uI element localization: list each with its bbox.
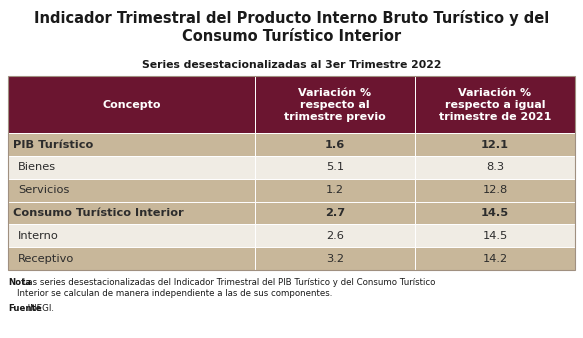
- Bar: [255, 179, 415, 201]
- Bar: [255, 201, 415, 224]
- Text: 8.3: 8.3: [486, 163, 504, 172]
- Bar: [8, 133, 255, 156]
- Bar: [415, 76, 575, 133]
- Text: Consumo Turístico Interior: Consumo Turístico Interior: [13, 208, 184, 218]
- Text: 2.6: 2.6: [326, 231, 344, 241]
- Text: Concepto: Concepto: [102, 100, 160, 110]
- Text: 14.2: 14.2: [483, 254, 508, 264]
- Text: : INEGI.: : INEGI.: [22, 304, 54, 313]
- Text: 3.2: 3.2: [326, 254, 344, 264]
- Text: Variación %
respecto a igual
trimestre de 2021: Variación % respecto a igual trimestre d…: [439, 88, 552, 122]
- Bar: [255, 76, 415, 133]
- Bar: [415, 179, 575, 201]
- Bar: [255, 224, 415, 247]
- Text: 1.6: 1.6: [325, 140, 345, 150]
- Bar: [8, 76, 575, 270]
- Bar: [8, 179, 255, 201]
- Bar: [8, 201, 255, 224]
- Bar: [415, 133, 575, 156]
- Bar: [255, 156, 415, 179]
- Text: Interno: Interno: [18, 231, 59, 241]
- Text: Bienes: Bienes: [18, 163, 56, 172]
- Text: Series desestacionalizadas al 3er Trimestre 2022: Series desestacionalizadas al 3er Trimes…: [142, 60, 441, 70]
- Bar: [415, 247, 575, 270]
- Text: 12.8: 12.8: [482, 185, 508, 195]
- Text: 1.2: 1.2: [326, 185, 344, 195]
- Text: Variación %
respecto al
trimestre previo: Variación % respecto al trimestre previo: [284, 88, 386, 122]
- Text: Fuente: Fuente: [8, 304, 41, 313]
- Text: 2.7: 2.7: [325, 208, 345, 218]
- Bar: [8, 156, 255, 179]
- Bar: [415, 224, 575, 247]
- Text: Receptivo: Receptivo: [18, 254, 75, 264]
- Text: PIB Turístico: PIB Turístico: [13, 140, 93, 150]
- Bar: [8, 224, 255, 247]
- Bar: [415, 156, 575, 179]
- Text: 14.5: 14.5: [482, 231, 508, 241]
- Text: Indicador Trimestral del Producto Interno Bruto Turístico y del
Consumo Turístic: Indicador Trimestral del Producto Intern…: [34, 10, 549, 44]
- Text: : Las series desestacionalizadas del Indicador Trimestral del PIB Turístico y de: : Las series desestacionalizadas del Ind…: [17, 278, 436, 298]
- Text: 12.1: 12.1: [481, 140, 509, 150]
- Bar: [255, 247, 415, 270]
- Bar: [255, 133, 415, 156]
- Text: Nota: Nota: [8, 278, 31, 287]
- Text: 14.5: 14.5: [481, 208, 509, 218]
- Bar: [8, 76, 255, 133]
- Bar: [415, 201, 575, 224]
- Text: 5.1: 5.1: [326, 163, 344, 172]
- Text: Servicios: Servicios: [18, 185, 69, 195]
- Bar: [8, 247, 255, 270]
